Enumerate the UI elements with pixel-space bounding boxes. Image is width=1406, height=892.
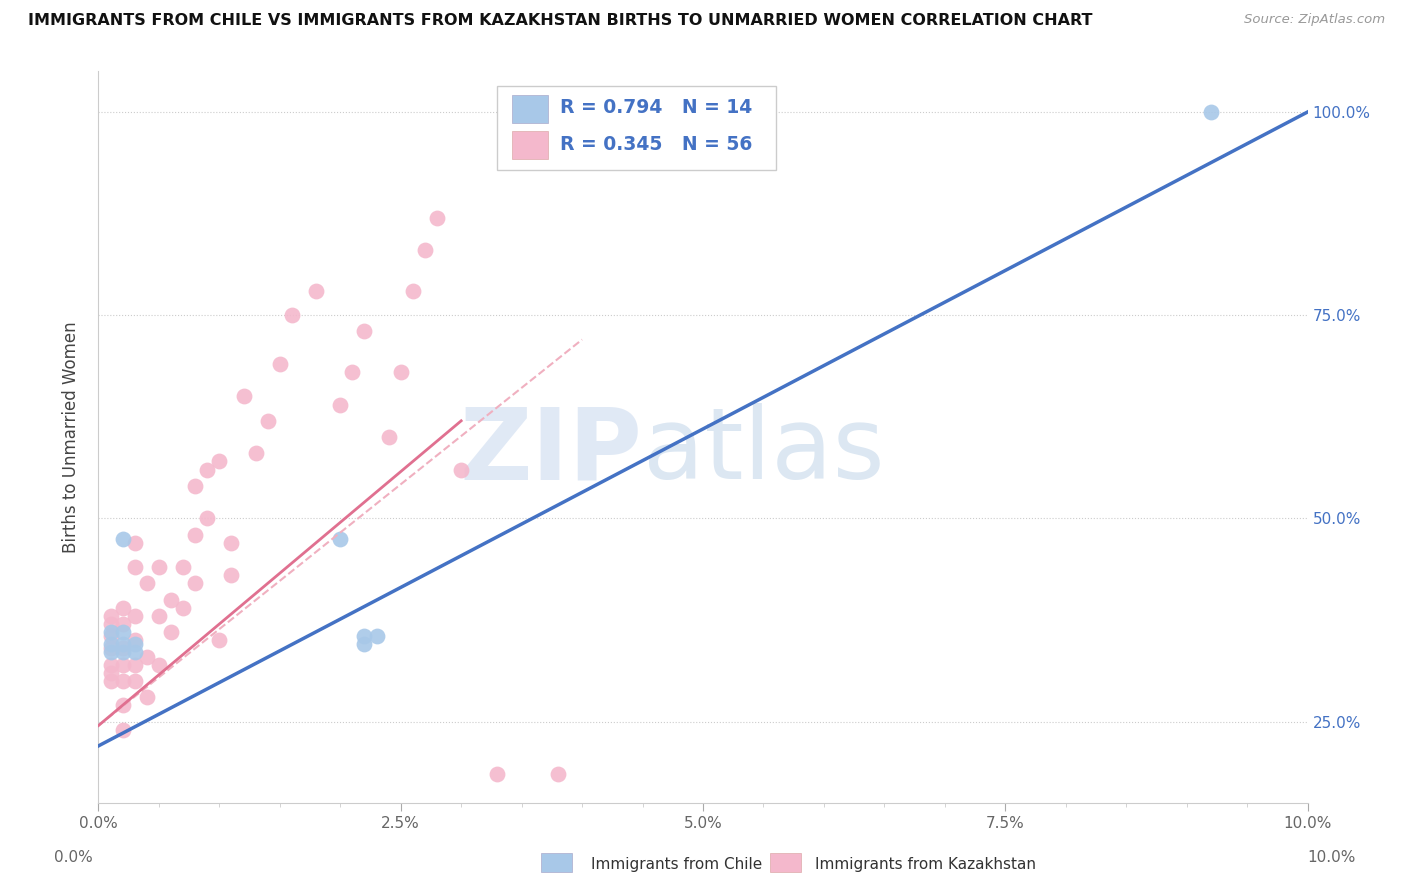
Point — [100, 657, 122, 672]
Point — [160, 592, 183, 607]
Point — [269, 357, 291, 371]
FancyBboxPatch shape — [512, 95, 548, 122]
Point — [172, 560, 194, 574]
Bar — [770, 853, 801, 872]
Point — [100, 608, 122, 623]
Point — [402, 284, 425, 298]
Point — [111, 617, 134, 632]
Point — [1199, 105, 1222, 120]
Point — [172, 600, 194, 615]
Point — [124, 633, 146, 648]
Point — [377, 430, 399, 444]
Text: ZIP: ZIP — [460, 403, 643, 500]
Point — [342, 365, 364, 379]
Point — [353, 637, 375, 651]
Point — [160, 625, 183, 640]
Text: atlas: atlas — [643, 403, 884, 500]
Point — [366, 629, 388, 643]
Point — [413, 243, 436, 257]
Y-axis label: Births to Unmarried Women: Births to Unmarried Women — [62, 321, 80, 553]
Text: 10.0%: 10.0% — [1308, 850, 1355, 865]
Point — [111, 698, 134, 713]
Point — [329, 532, 352, 546]
Point — [256, 414, 278, 428]
Point — [111, 600, 134, 615]
Text: Immigrants from Kazakhstan: Immigrants from Kazakhstan — [815, 857, 1036, 872]
Point — [281, 308, 304, 322]
FancyBboxPatch shape — [512, 131, 548, 159]
Point — [148, 560, 170, 574]
Point — [547, 767, 569, 781]
Point — [208, 633, 231, 648]
Text: R = 0.345   N = 56: R = 0.345 N = 56 — [561, 135, 752, 154]
Point — [111, 625, 134, 640]
Point — [135, 649, 157, 664]
Point — [111, 641, 134, 656]
Point — [124, 535, 146, 549]
Point — [124, 560, 146, 574]
Point — [100, 641, 122, 656]
Point — [195, 462, 218, 476]
Text: 0.0%: 0.0% — [53, 850, 93, 865]
Point — [329, 398, 352, 412]
Point — [221, 535, 243, 549]
Point — [124, 608, 146, 623]
Point — [111, 673, 134, 688]
Point — [353, 325, 375, 339]
Point — [184, 479, 207, 493]
Point — [111, 723, 134, 737]
Point — [111, 645, 134, 659]
Point — [232, 389, 254, 403]
Text: R = 0.794   N = 14: R = 0.794 N = 14 — [561, 98, 752, 117]
Point — [208, 454, 231, 468]
Point — [135, 576, 157, 591]
Text: IMMIGRANTS FROM CHILE VS IMMIGRANTS FROM KAZAKHSTAN BIRTHS TO UNMARRIED WOMEN CO: IMMIGRANTS FROM CHILE VS IMMIGRANTS FROM… — [28, 13, 1092, 29]
Point — [353, 629, 375, 643]
Point — [245, 446, 267, 460]
Point — [111, 657, 134, 672]
Point — [100, 617, 122, 632]
Point — [100, 625, 122, 640]
Point — [486, 767, 509, 781]
Point — [100, 637, 122, 651]
Point — [135, 690, 157, 705]
Point — [450, 462, 472, 476]
Point — [100, 629, 122, 643]
Point — [124, 673, 146, 688]
Point — [124, 657, 146, 672]
Point — [221, 568, 243, 582]
Point — [148, 657, 170, 672]
Point — [148, 608, 170, 623]
Point — [111, 637, 134, 651]
Point — [426, 211, 449, 225]
Text: Source: ZipAtlas.com: Source: ZipAtlas.com — [1244, 13, 1385, 27]
Point — [124, 645, 146, 659]
Point — [184, 576, 207, 591]
Bar — [541, 853, 572, 872]
Point — [111, 532, 134, 546]
Point — [195, 511, 218, 525]
Point — [124, 637, 146, 651]
Point — [100, 673, 122, 688]
Text: Immigrants from Chile: Immigrants from Chile — [591, 857, 762, 872]
FancyBboxPatch shape — [498, 86, 776, 170]
Point — [100, 645, 122, 659]
Point — [184, 527, 207, 541]
Point — [305, 284, 328, 298]
Point — [389, 365, 412, 379]
Point — [100, 665, 122, 680]
